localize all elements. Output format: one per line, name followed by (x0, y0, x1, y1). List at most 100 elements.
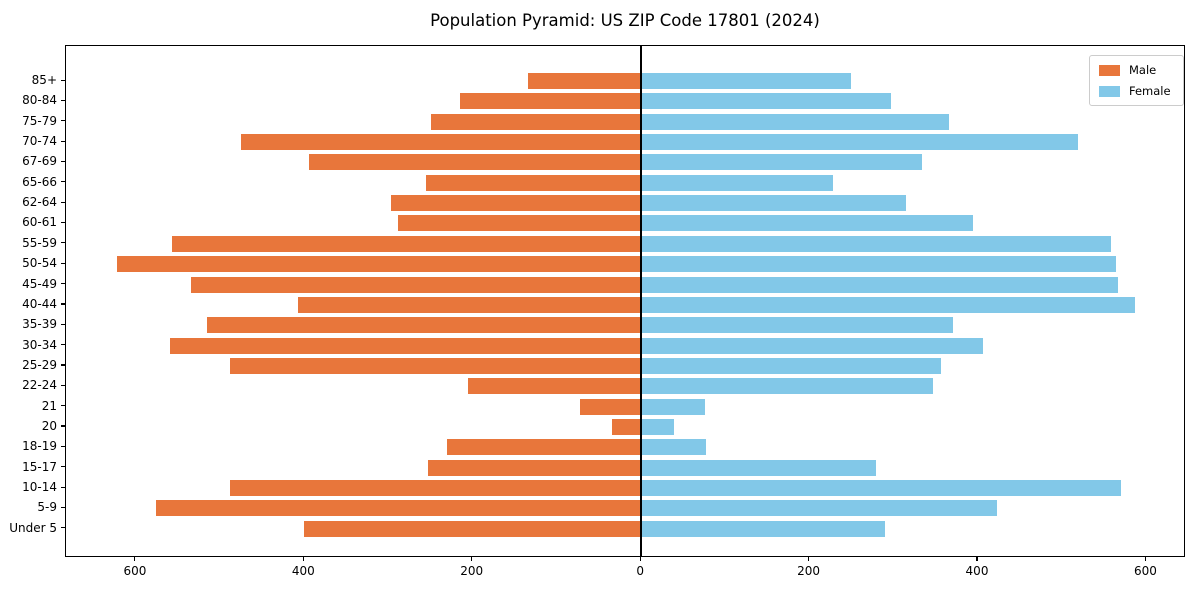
bar-male-70-74 (241, 134, 642, 151)
x-tick-mark (1144, 557, 1146, 561)
y-tick-mark (61, 140, 65, 142)
bar-female-21 (641, 398, 706, 415)
bar-female-80-84 (641, 93, 892, 110)
bar-female-70-74 (641, 134, 1079, 151)
x-tick-label: 400 (291, 564, 315, 578)
y-tick-label: 60-61 (22, 215, 57, 230)
y-tick-mark (61, 160, 65, 163)
bar-male-35-39 (207, 317, 642, 334)
y-tick-mark (61, 506, 65, 509)
bar-female-18-19 (641, 439, 706, 456)
y-tick-mark (61, 405, 65, 407)
bar-male-60-61 (397, 215, 642, 232)
x-tick-label: 600 (1133, 564, 1157, 578)
y-tick-label: 25-29 (22, 357, 57, 372)
y-tick-mark (61, 323, 65, 325)
y-tick-mark (61, 466, 65, 468)
x-tick-mark (302, 557, 304, 561)
bar-male-25-29 (230, 357, 642, 374)
y-tick-label: 67-69 (22, 154, 57, 169)
bar-male-15-17 (428, 459, 642, 476)
zero-axis-line (640, 46, 642, 556)
bar-male-75-79 (430, 113, 642, 130)
y-tick-label: 75-79 (22, 113, 57, 128)
y-tick-mark (61, 486, 65, 488)
bar-male-22-24 (467, 378, 642, 395)
y-tick-label: 55-59 (22, 235, 57, 250)
bar-male-under-5 (304, 520, 642, 537)
y-tick-mark (61, 303, 65, 305)
y-tick-label: 30-34 (22, 337, 57, 352)
y-tick-mark (61, 79, 65, 81)
bar-female-67-69 (641, 154, 923, 171)
y-tick-label: 22-24 (22, 378, 57, 393)
y-tick-mark (61, 527, 65, 529)
bar-female-50-54 (641, 256, 1117, 273)
y-tick-mark (61, 120, 65, 122)
bar-male-45-49 (191, 276, 642, 293)
y-tick-label: 65-66 (22, 174, 57, 189)
y-tick-label: 21 (41, 398, 57, 413)
y-tick-label: 62-64 (22, 195, 57, 210)
y-tick-mark (61, 344, 65, 346)
y-tick-label: 85+ (31, 73, 57, 87)
bar-male-30-34 (169, 337, 642, 354)
y-tick-mark (61, 283, 65, 285)
y-tick-mark (61, 221, 65, 224)
bar-male-50-54 (117, 256, 642, 273)
bar-male-18-19 (446, 439, 642, 456)
y-tick-label: 5-9 (37, 500, 57, 515)
plot-area (65, 45, 1185, 557)
y-tick-mark (61, 99, 65, 102)
bar-male-20 (611, 418, 642, 435)
bar-male-10-14 (230, 480, 642, 496)
y-tick-mark (61, 181, 65, 183)
bar-male-67-69 (308, 154, 642, 171)
x-tick-mark (134, 557, 136, 561)
legend-entry-male: Male (1099, 63, 1171, 77)
y-tick-label: 15-17 (22, 459, 57, 474)
bar-female-55-59 (641, 235, 1112, 252)
x-tick-label: 0 (636, 564, 644, 578)
bar-male-85+ (528, 73, 642, 89)
y-tick-mark (61, 262, 65, 264)
bar-female-60-61 (641, 215, 973, 232)
y-tick-label: 35-39 (22, 317, 57, 332)
y-tick-label: 50-54 (22, 256, 57, 271)
legend-label-female: Female (1129, 84, 1171, 98)
y-tick-mark (61, 425, 65, 427)
y-tick-mark (61, 384, 65, 386)
legend-entry-female: Female (1099, 84, 1171, 98)
bar-female-65-66 (641, 174, 834, 191)
bar-female-10-14 (641, 480, 1122, 496)
legend-swatch-female (1099, 85, 1120, 97)
y-tick-label: 80-84 (22, 93, 57, 108)
bar-female-25-29 (641, 357, 941, 374)
bar-female-85+ (641, 73, 851, 89)
x-tick-label: 600 (123, 564, 147, 578)
x-tick-mark (471, 557, 473, 561)
x-tick-label: 200 (460, 564, 484, 578)
bar-female-15-17 (641, 459, 877, 476)
x-tick-mark (976, 557, 978, 561)
bar-female-40-44 (641, 296, 1136, 313)
legend-label-male: Male (1129, 63, 1157, 77)
bar-male-21 (579, 398, 642, 415)
y-tick-label: 10-14 (22, 480, 57, 494)
y-tick-label: 45-49 (22, 276, 57, 291)
bar-male-62-64 (391, 195, 642, 212)
bar-male-65-66 (426, 174, 642, 191)
y-tick-label: 70-74 (22, 134, 57, 149)
bar-male-5-9 (156, 500, 642, 517)
bar-female-35-39 (641, 317, 953, 334)
legend-swatch-male (1099, 64, 1120, 76)
y-tick-label: 20 (41, 418, 57, 433)
x-tick-label: 200 (797, 564, 821, 578)
bar-male-40-44 (298, 296, 642, 313)
y-tick-mark (61, 364, 65, 366)
x-tick-mark (807, 557, 810, 561)
x-tick-mark (639, 557, 641, 561)
bar-female-20 (641, 418, 674, 435)
y-tick-mark (61, 445, 65, 447)
